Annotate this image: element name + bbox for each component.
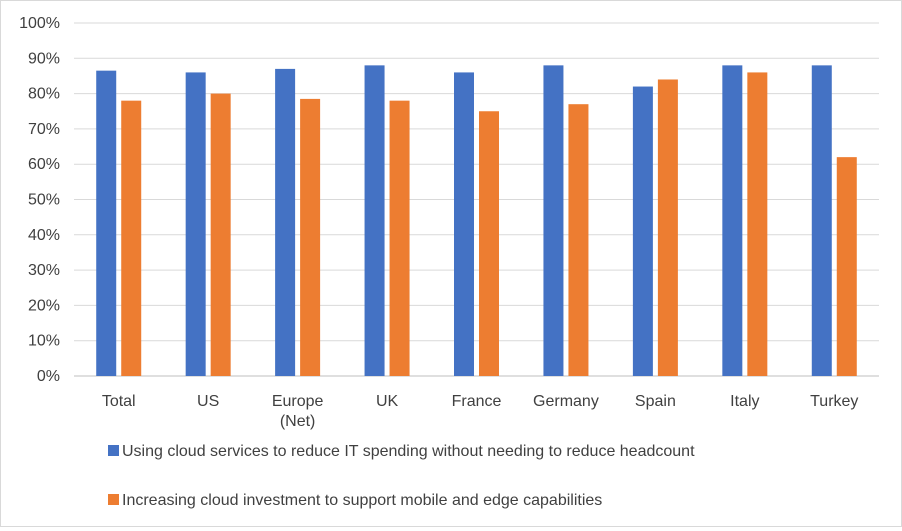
bar-series-1 bbox=[722, 65, 743, 377]
legend-label: Increasing cloud investment to support m… bbox=[122, 492, 602, 509]
bar-series-2 bbox=[121, 100, 142, 376]
bar-series-1 bbox=[454, 72, 474, 377]
y-tick-label: 50% bbox=[28, 192, 60, 209]
x-tick-label: US bbox=[197, 393, 219, 410]
x-tick-label: Spain bbox=[635, 393, 676, 410]
x-axis-labels: Total US Europe (Net) UK France Germany Spain It… bbox=[102, 393, 859, 430]
legend-swatch bbox=[108, 494, 119, 505]
x-tick-label: Europe bbox=[272, 393, 324, 410]
y-tick-label: 70% bbox=[28, 121, 60, 138]
bar-series-1 bbox=[543, 65, 564, 377]
bar-series-2 bbox=[210, 93, 231, 376]
bar-series-2 bbox=[479, 111, 499, 376]
y-axis-labels: 0% 10% 20% 30% 40% 50% 60% 70% 80% 90% 100% bbox=[19, 15, 60, 385]
bar-series-1 bbox=[632, 86, 653, 376]
y-tick-label: 100% bbox=[19, 15, 60, 32]
x-tick-label: Italy bbox=[730, 393, 759, 410]
y-tick-label: 20% bbox=[28, 297, 60, 314]
bar-series-1 bbox=[364, 65, 385, 377]
y-tick-label: 40% bbox=[28, 227, 60, 244]
x-tick-label: Total bbox=[102, 393, 136, 410]
x-tick-label: (Net) bbox=[280, 413, 316, 430]
y-tick-label: 0% bbox=[37, 368, 60, 385]
x-tick-label: UK bbox=[376, 393, 399, 410]
bar-series-1 bbox=[275, 68, 296, 376]
bar-series-2 bbox=[747, 72, 768, 377]
bars bbox=[96, 65, 857, 377]
bar-series-2 bbox=[836, 157, 857, 376]
y-tick-label: 90% bbox=[28, 50, 60, 67]
legend-label: Using cloud services to reduce IT spendi… bbox=[122, 443, 695, 460]
legend: Using cloud services to reduce IT spendi… bbox=[108, 443, 695, 509]
bar-series-1 bbox=[96, 70, 117, 376]
bar-series-2 bbox=[389, 100, 410, 376]
gridlines bbox=[74, 22, 879, 377]
y-tick-label: 60% bbox=[28, 156, 60, 173]
y-tick-label: 10% bbox=[28, 333, 60, 350]
bar-series-2 bbox=[300, 98, 321, 377]
bar-series-1 bbox=[811, 65, 832, 377]
bar-series-2 bbox=[657, 79, 678, 376]
x-tick-label: Germany bbox=[533, 393, 599, 410]
bar-series-1 bbox=[185, 72, 206, 377]
bar-series-2 bbox=[568, 104, 589, 376]
x-tick-label: Turkey bbox=[810, 393, 858, 410]
legend-swatch bbox=[108, 445, 119, 456]
y-tick-label: 30% bbox=[28, 262, 60, 279]
x-tick-label: France bbox=[452, 393, 502, 410]
y-tick-label: 80% bbox=[28, 86, 60, 103]
